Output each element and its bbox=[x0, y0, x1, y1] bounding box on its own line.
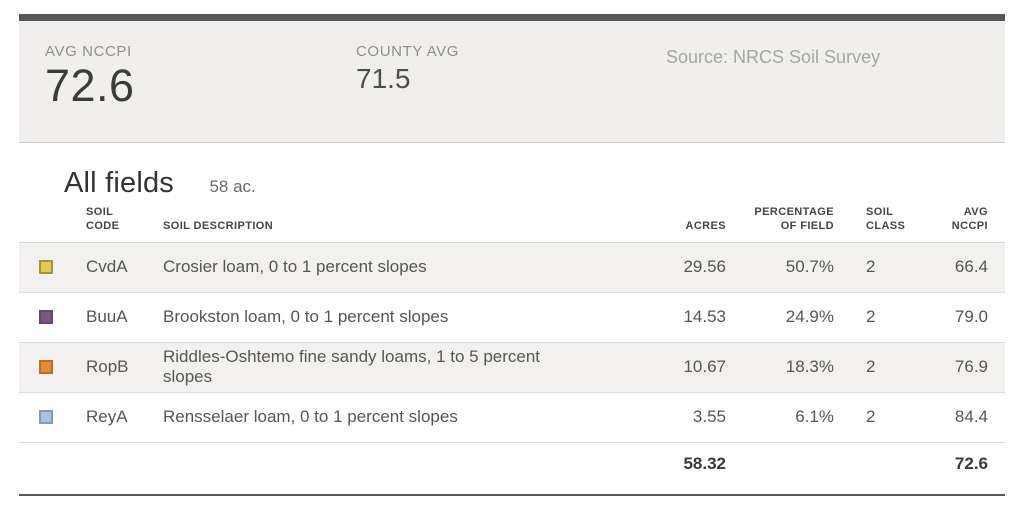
soil-table-wrap: SOIL CODE SOIL DESCRIPTION ACRES PERCENT… bbox=[19, 205, 1005, 487]
soil-class-cell: 2 bbox=[834, 342, 919, 393]
soil-code-cell: CvdA bbox=[86, 242, 163, 293]
county-avg-stat: COUNTY AVG 71.5 bbox=[356, 43, 459, 98]
soil-color-swatch bbox=[39, 410, 53, 425]
totals-acres: 58.32 bbox=[591, 441, 726, 487]
percentage-cell: 18.3% bbox=[726, 342, 834, 393]
soil-description-cell: Brookston loam, 0 to 1 percent slopes bbox=[163, 292, 591, 343]
totals-row: 58.32 72.6 bbox=[19, 441, 1005, 487]
section-title: All fields bbox=[64, 167, 174, 199]
acres-cell: 29.56 bbox=[591, 242, 726, 293]
county-avg-value: 71.5 bbox=[356, 63, 411, 94]
avg-nccpi-cell: 79.0 bbox=[919, 292, 1005, 343]
top-accent-bar bbox=[19, 14, 1005, 21]
soil-color-swatch bbox=[39, 310, 53, 325]
soil-code-cell: BuuA bbox=[86, 292, 163, 343]
table-row: RopB Riddles-Oshtemo fine sandy loams, 1… bbox=[19, 342, 1005, 393]
acres-cell: 10.67 bbox=[591, 342, 726, 393]
column-header-swatch bbox=[19, 205, 86, 243]
avg-nccpi-cell: 76.9 bbox=[919, 342, 1005, 393]
soil-color-swatch bbox=[39, 360, 53, 375]
table-row: CvdA Crosier loam, 0 to 1 percent slopes… bbox=[19, 242, 1005, 293]
acres-cell: 14.53 bbox=[591, 292, 726, 343]
column-header-acres: ACRES bbox=[591, 205, 726, 243]
totals-empty-code bbox=[86, 441, 163, 487]
county-avg-label: COUNTY AVG bbox=[356, 43, 459, 60]
avg-nccpi-cell: 66.4 bbox=[919, 242, 1005, 293]
soil-description-cell: Riddles-Oshtemo fine sandy loams, 1 to 5… bbox=[163, 342, 591, 393]
column-header-percentage-of-field: PERCENTAGE OF FIELD bbox=[726, 205, 834, 243]
percentage-cell: 50.7% bbox=[726, 242, 834, 293]
totals-empty-class bbox=[834, 441, 919, 487]
swatch-cell bbox=[19, 242, 86, 293]
table-row: ReyA Rensselaer loam, 0 to 1 percent slo… bbox=[19, 392, 1005, 443]
section-header: All fields 58 ac. bbox=[19, 143, 1005, 200]
avg-nccpi-value: 72.6 bbox=[45, 60, 135, 111]
data-source-note: Source: NRCS Soil Survey bbox=[666, 47, 881, 67]
soil-table-header: SOIL CODE SOIL DESCRIPTION ACRES PERCENT… bbox=[19, 205, 1005, 243]
soil-code-cell: RopB bbox=[86, 342, 163, 393]
avg-nccpi-stat: AVG NCCPI 72.6 bbox=[45, 43, 135, 112]
soil-table: SOIL CODE SOIL DESCRIPTION ACRES PERCENT… bbox=[19, 205, 1005, 487]
soil-table-body: CvdA Crosier loam, 0 to 1 percent slopes… bbox=[19, 242, 1005, 487]
totals-empty-swatch bbox=[19, 441, 86, 487]
section-acreage: 58 ac. bbox=[209, 177, 256, 196]
totals-avg-nccpi: 72.6 bbox=[919, 441, 1005, 487]
percentage-cell: 6.1% bbox=[726, 392, 834, 443]
table-row: BuuA Brookston loam, 0 to 1 percent slop… bbox=[19, 292, 1005, 343]
avg-nccpi-label: AVG NCCPI bbox=[45, 43, 132, 60]
soil-code-cell: ReyA bbox=[86, 392, 163, 443]
soil-class-cell: 2 bbox=[834, 242, 919, 293]
soil-class-cell: 2 bbox=[834, 392, 919, 443]
column-header-soil-code: SOIL CODE bbox=[86, 205, 163, 243]
swatch-cell bbox=[19, 292, 86, 343]
bottom-rule bbox=[19, 494, 1005, 496]
soil-description-cell: Crosier loam, 0 to 1 percent slopes bbox=[163, 242, 591, 293]
soil-description-cell: Rensselaer loam, 0 to 1 percent slopes bbox=[163, 392, 591, 443]
column-header-soil-class: SOIL CLASS bbox=[834, 205, 919, 243]
percentage-cell: 24.9% bbox=[726, 292, 834, 343]
acres-cell: 3.55 bbox=[591, 392, 726, 443]
swatch-cell bbox=[19, 392, 86, 443]
soil-class-cell: 2 bbox=[834, 292, 919, 343]
totals-empty-percentage bbox=[726, 441, 834, 487]
totals-empty-description bbox=[163, 441, 591, 487]
avg-nccpi-cell: 84.4 bbox=[919, 392, 1005, 443]
swatch-cell bbox=[19, 342, 86, 393]
column-header-avg-nccpi: AVG NCCPI bbox=[919, 205, 1005, 243]
summary-stats-panel: AVG NCCPI 72.6 COUNTY AVG 71.5 Source: N… bbox=[19, 21, 1005, 143]
soil-color-swatch bbox=[39, 260, 53, 275]
column-header-soil-description: SOIL DESCRIPTION bbox=[163, 205, 591, 243]
